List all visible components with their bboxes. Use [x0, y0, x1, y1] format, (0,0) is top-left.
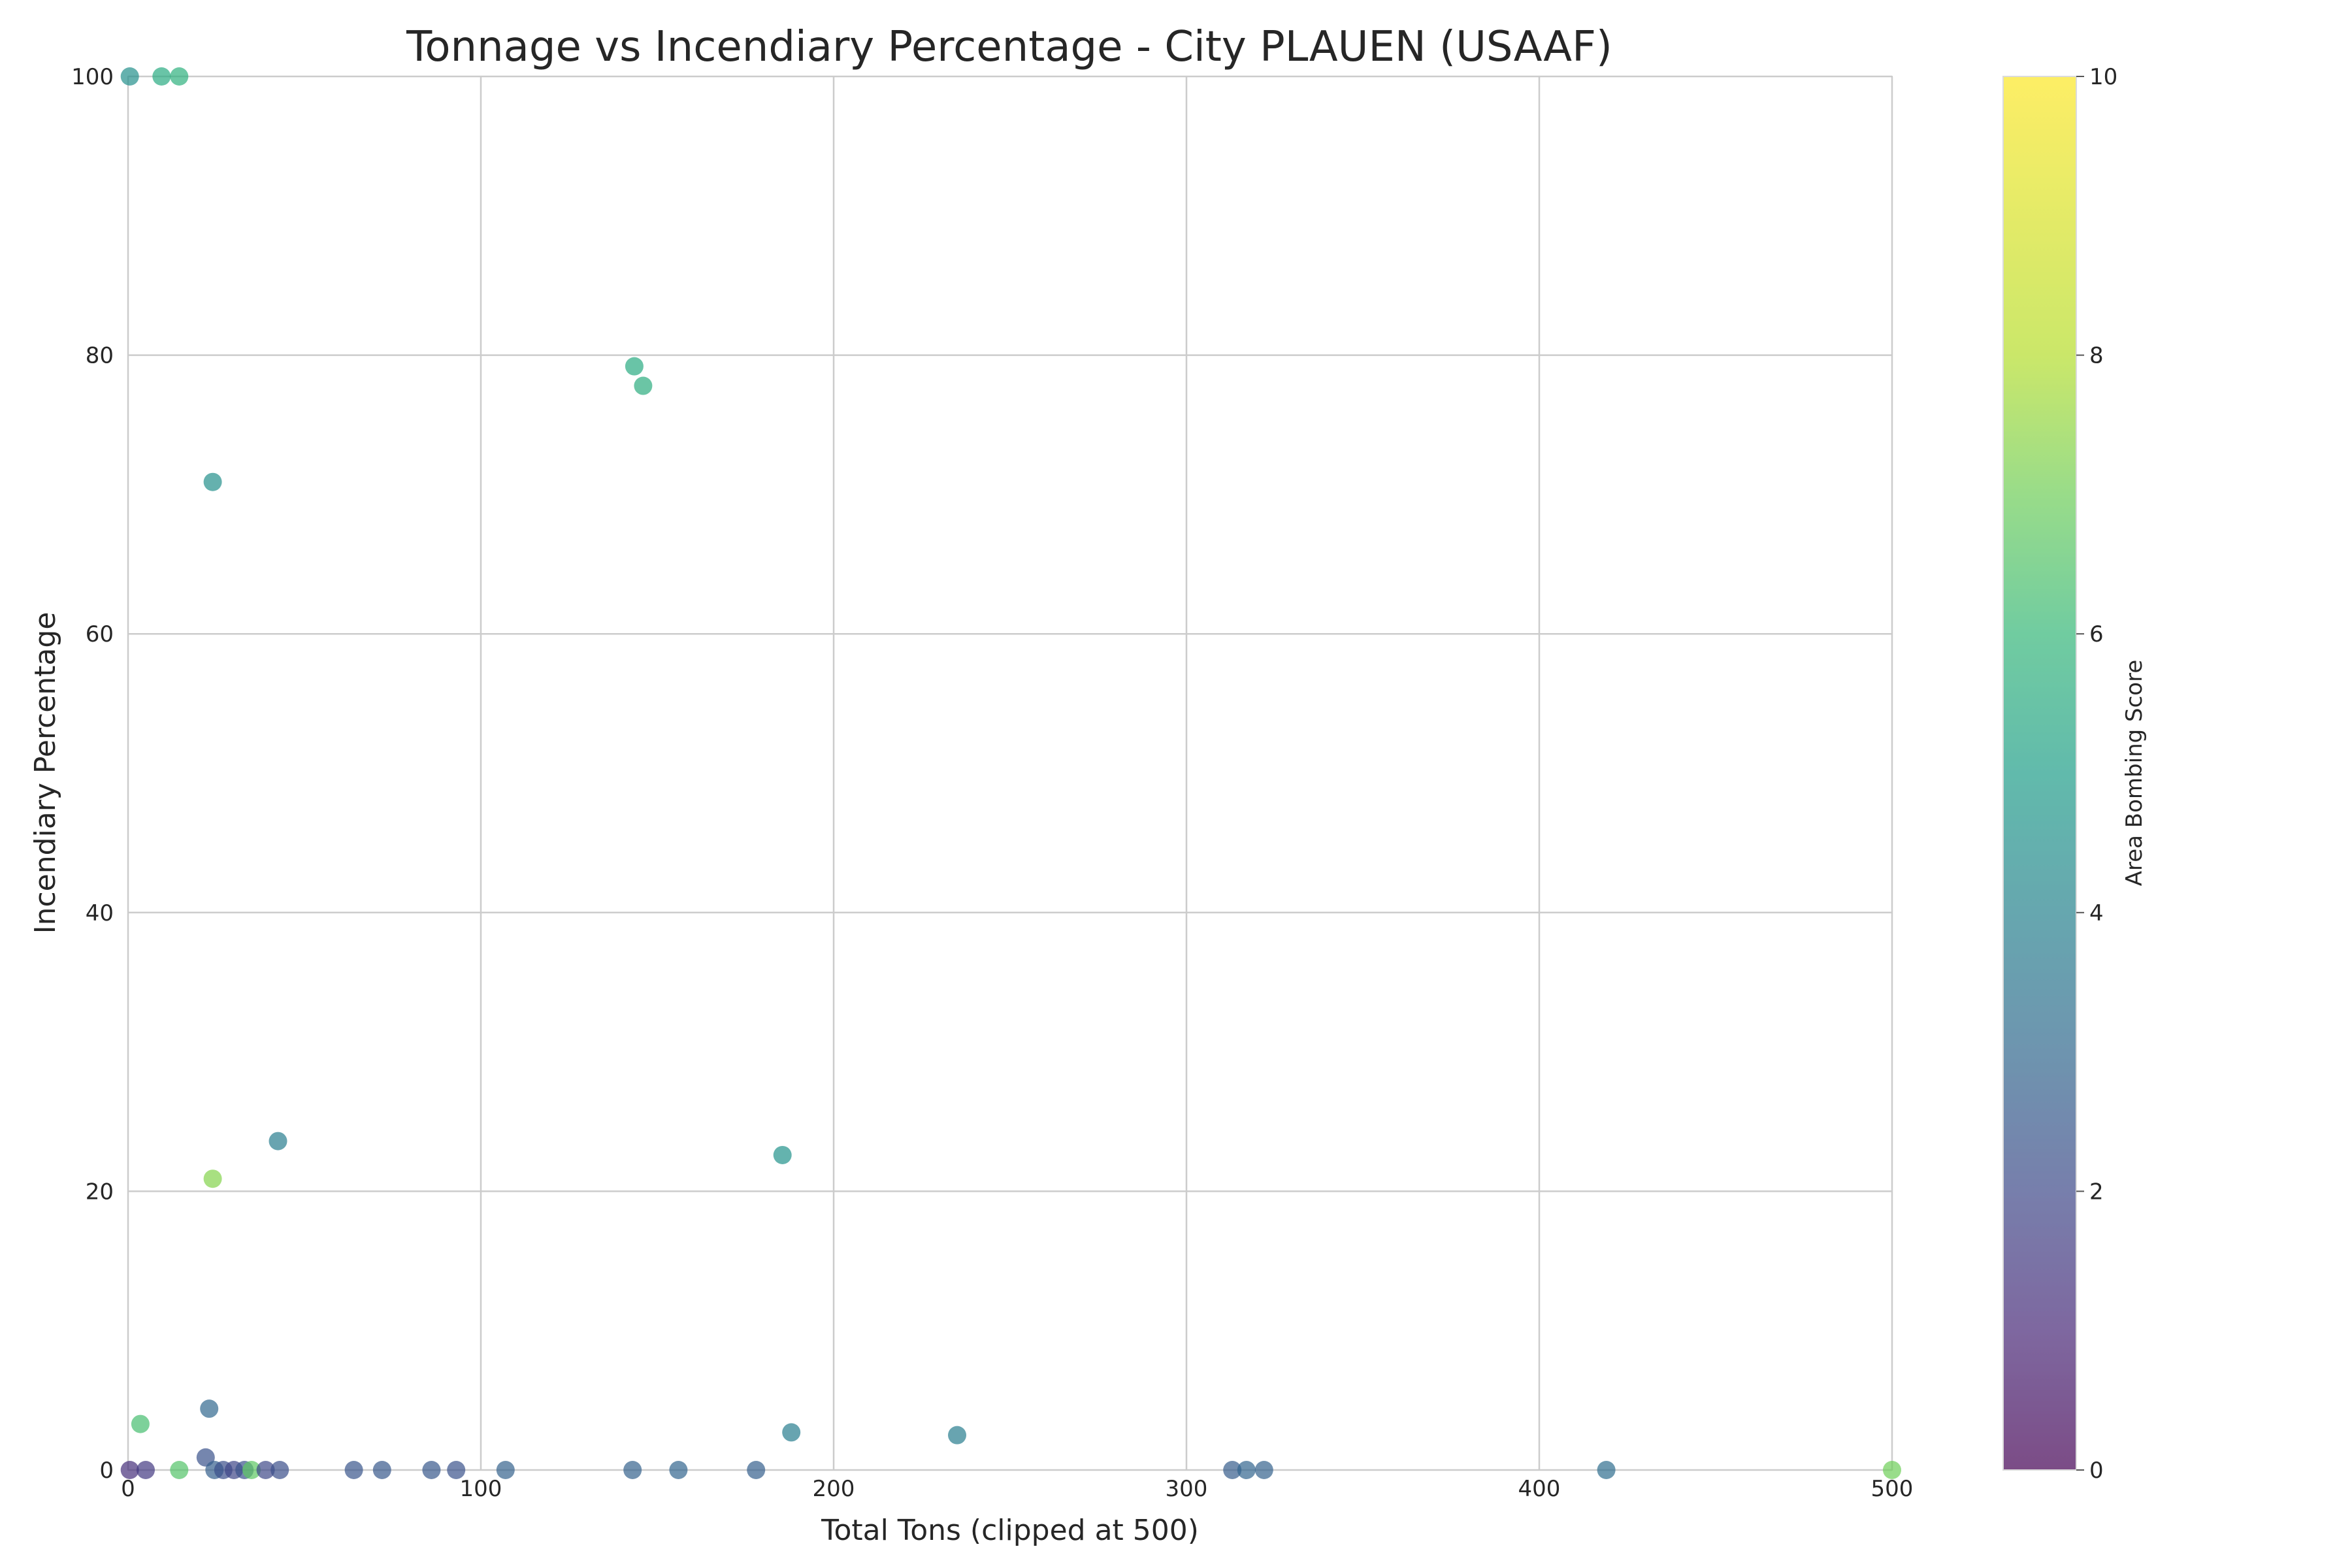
scatter-point	[170, 1461, 189, 1479]
scatter-point	[120, 1461, 139, 1479]
colorbar-tick-label: 10	[2089, 64, 2117, 90]
scatter-point	[152, 67, 171, 86]
colorbar-tick-label: 2	[2089, 1179, 2104, 1205]
scatter-point	[137, 1461, 155, 1479]
scatter-point	[496, 1461, 515, 1479]
plot-area	[120, 67, 1901, 1479]
colorbar: 0 2 4 6 8 10 Area Bombing Score	[2002, 64, 2148, 1484]
colorbar-tick-label: 8	[2089, 343, 2104, 369]
scatter-point	[747, 1461, 766, 1479]
scatter-point	[269, 1132, 287, 1151]
x-tick-label: 300	[1166, 1476, 1208, 1502]
scatter-point	[1223, 1461, 1242, 1479]
scatter-point	[203, 472, 222, 491]
y-tick-label: 100	[71, 64, 114, 90]
scatter-point	[200, 1399, 219, 1418]
x-tick-label: 100	[460, 1476, 502, 1502]
scatter-point	[344, 1461, 363, 1479]
scatter-point	[1254, 1461, 1273, 1479]
y-tick-label: 0	[99, 1458, 114, 1484]
plot-background	[127, 76, 1893, 1471]
data-points	[120, 67, 1901, 1479]
scatter-point	[270, 1461, 289, 1479]
y-tick-label: 80	[86, 343, 114, 369]
scatter-point	[422, 1461, 441, 1479]
scatter-point	[203, 1169, 222, 1188]
scatter-point	[634, 376, 653, 395]
x-tick-label: 200	[813, 1476, 855, 1502]
colorbar-tick-label: 6	[2089, 621, 2104, 647]
scatter-point	[625, 357, 644, 376]
scatter-point	[948, 1426, 966, 1445]
x-axis-ticks: 0 100 200 300 400 500	[121, 1476, 1913, 1502]
scatter-point	[1237, 1461, 1256, 1479]
scatter-point	[170, 67, 189, 86]
x-axis-label: Total Tons (clipped at 500)	[821, 1514, 1199, 1547]
scatter-point	[782, 1423, 801, 1442]
scatter-point	[447, 1461, 466, 1479]
scatter-point	[1883, 1461, 1901, 1479]
colorbar-tick-label: 0	[2089, 1458, 2104, 1484]
chart-title: Tonnage vs Incendiary Percentage - City …	[406, 23, 1612, 71]
grid-lines	[127, 75, 1893, 1471]
scatter-point	[242, 1461, 261, 1479]
scatter-point	[669, 1461, 688, 1479]
scatter-point	[256, 1461, 275, 1479]
scatter-point	[131, 1414, 150, 1433]
y-tick-label: 20	[86, 1179, 114, 1205]
scatter-point	[120, 67, 139, 86]
scatter-point	[1597, 1461, 1616, 1479]
x-tick-label: 0	[121, 1476, 135, 1502]
colorbar-ticks: 0 2 4 6 8 10	[2076, 64, 2117, 1484]
colorbar-label: Area Bombing Score	[2121, 660, 2148, 887]
x-tick-label: 400	[1518, 1476, 1561, 1502]
y-tick-label: 40	[86, 900, 114, 926]
y-axis-label: Incendiary Percentage	[29, 612, 62, 934]
colorbar-gradient	[2002, 76, 2077, 1471]
y-tick-label: 60	[86, 621, 114, 647]
x-tick-label: 500	[1871, 1476, 1914, 1502]
y-axis-ticks: 0 20 40 60 80 100	[71, 64, 114, 1484]
scatter-point	[773, 1145, 792, 1164]
scatter-point	[372, 1461, 391, 1479]
colorbar-tick-label: 4	[2089, 900, 2104, 926]
scatter-point	[623, 1461, 642, 1479]
